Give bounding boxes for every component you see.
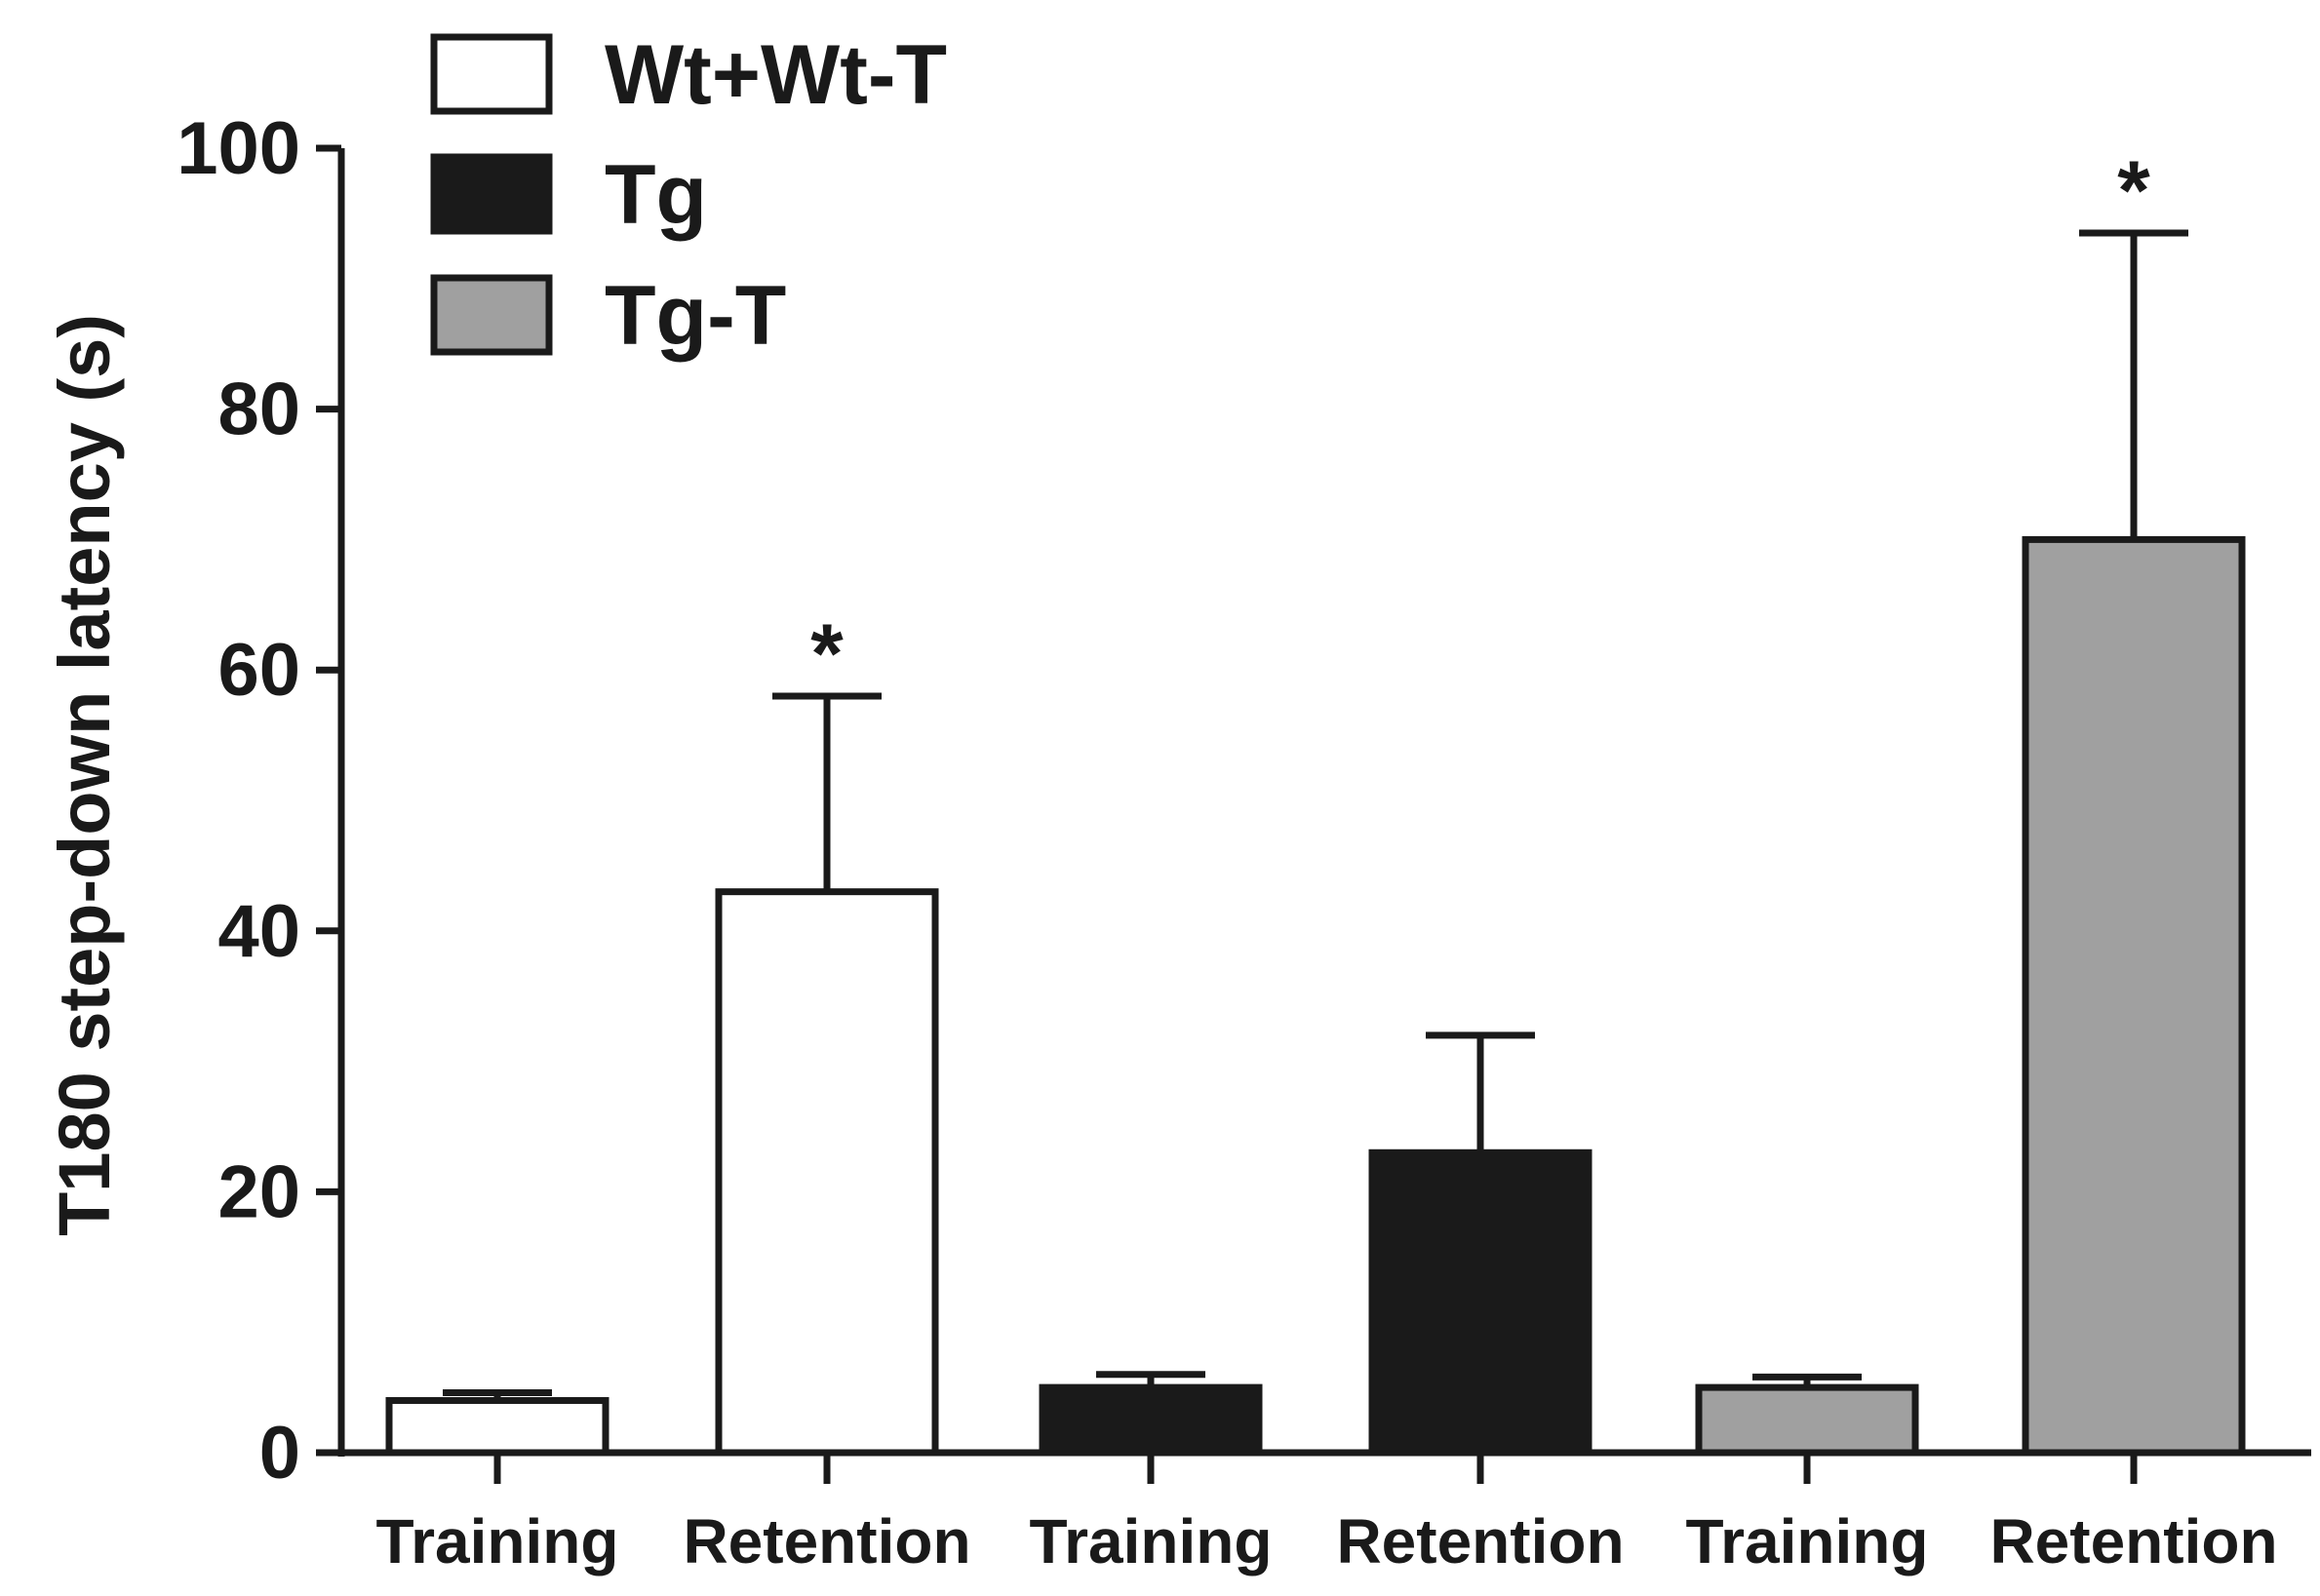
legend-swatch xyxy=(430,274,553,356)
legend-swatch xyxy=(430,33,553,115)
legend-label: Tg xyxy=(605,148,707,242)
x-tick-label: Retention xyxy=(1989,1506,2277,1577)
bars: Training Retention * Training Retention Train… xyxy=(376,144,2278,1577)
bar xyxy=(1695,1383,1919,1457)
legend-label: Wt+Wt-T xyxy=(605,28,947,122)
x-tick-label: Retention xyxy=(1336,1506,1624,1577)
y-tick-label: 100 xyxy=(177,107,300,190)
bar xyxy=(2022,535,2246,1457)
bar xyxy=(1368,1148,1593,1457)
legend: Wt+Wt-T Tg Tg-T xyxy=(430,28,947,363)
x-tick-label: Training xyxy=(1686,1506,1929,1577)
legend-label: Tg-T xyxy=(605,269,786,363)
bar xyxy=(1039,1383,1263,1457)
legend-swatch xyxy=(430,153,553,235)
x-tick-label: Retention xyxy=(683,1506,970,1577)
significance-asterisk: * xyxy=(2117,144,2150,238)
x-tick-label: Training xyxy=(376,1506,619,1577)
y-tick-label: 80 xyxy=(217,369,300,451)
x-tick-label: Training xyxy=(1030,1506,1273,1577)
bar xyxy=(385,1396,609,1457)
y-tick-label: 60 xyxy=(217,629,300,712)
y-tick-label: 20 xyxy=(217,1150,300,1233)
bar xyxy=(715,888,939,1457)
significance-asterisk: * xyxy=(810,607,844,701)
y-tick-label: 0 xyxy=(259,1412,300,1495)
y-axis-label: T180 step-down latency (s) xyxy=(44,314,125,1236)
axes: 0 20 40 60 80 100 xyxy=(177,107,2311,1495)
y-tick-label: 40 xyxy=(217,890,300,973)
